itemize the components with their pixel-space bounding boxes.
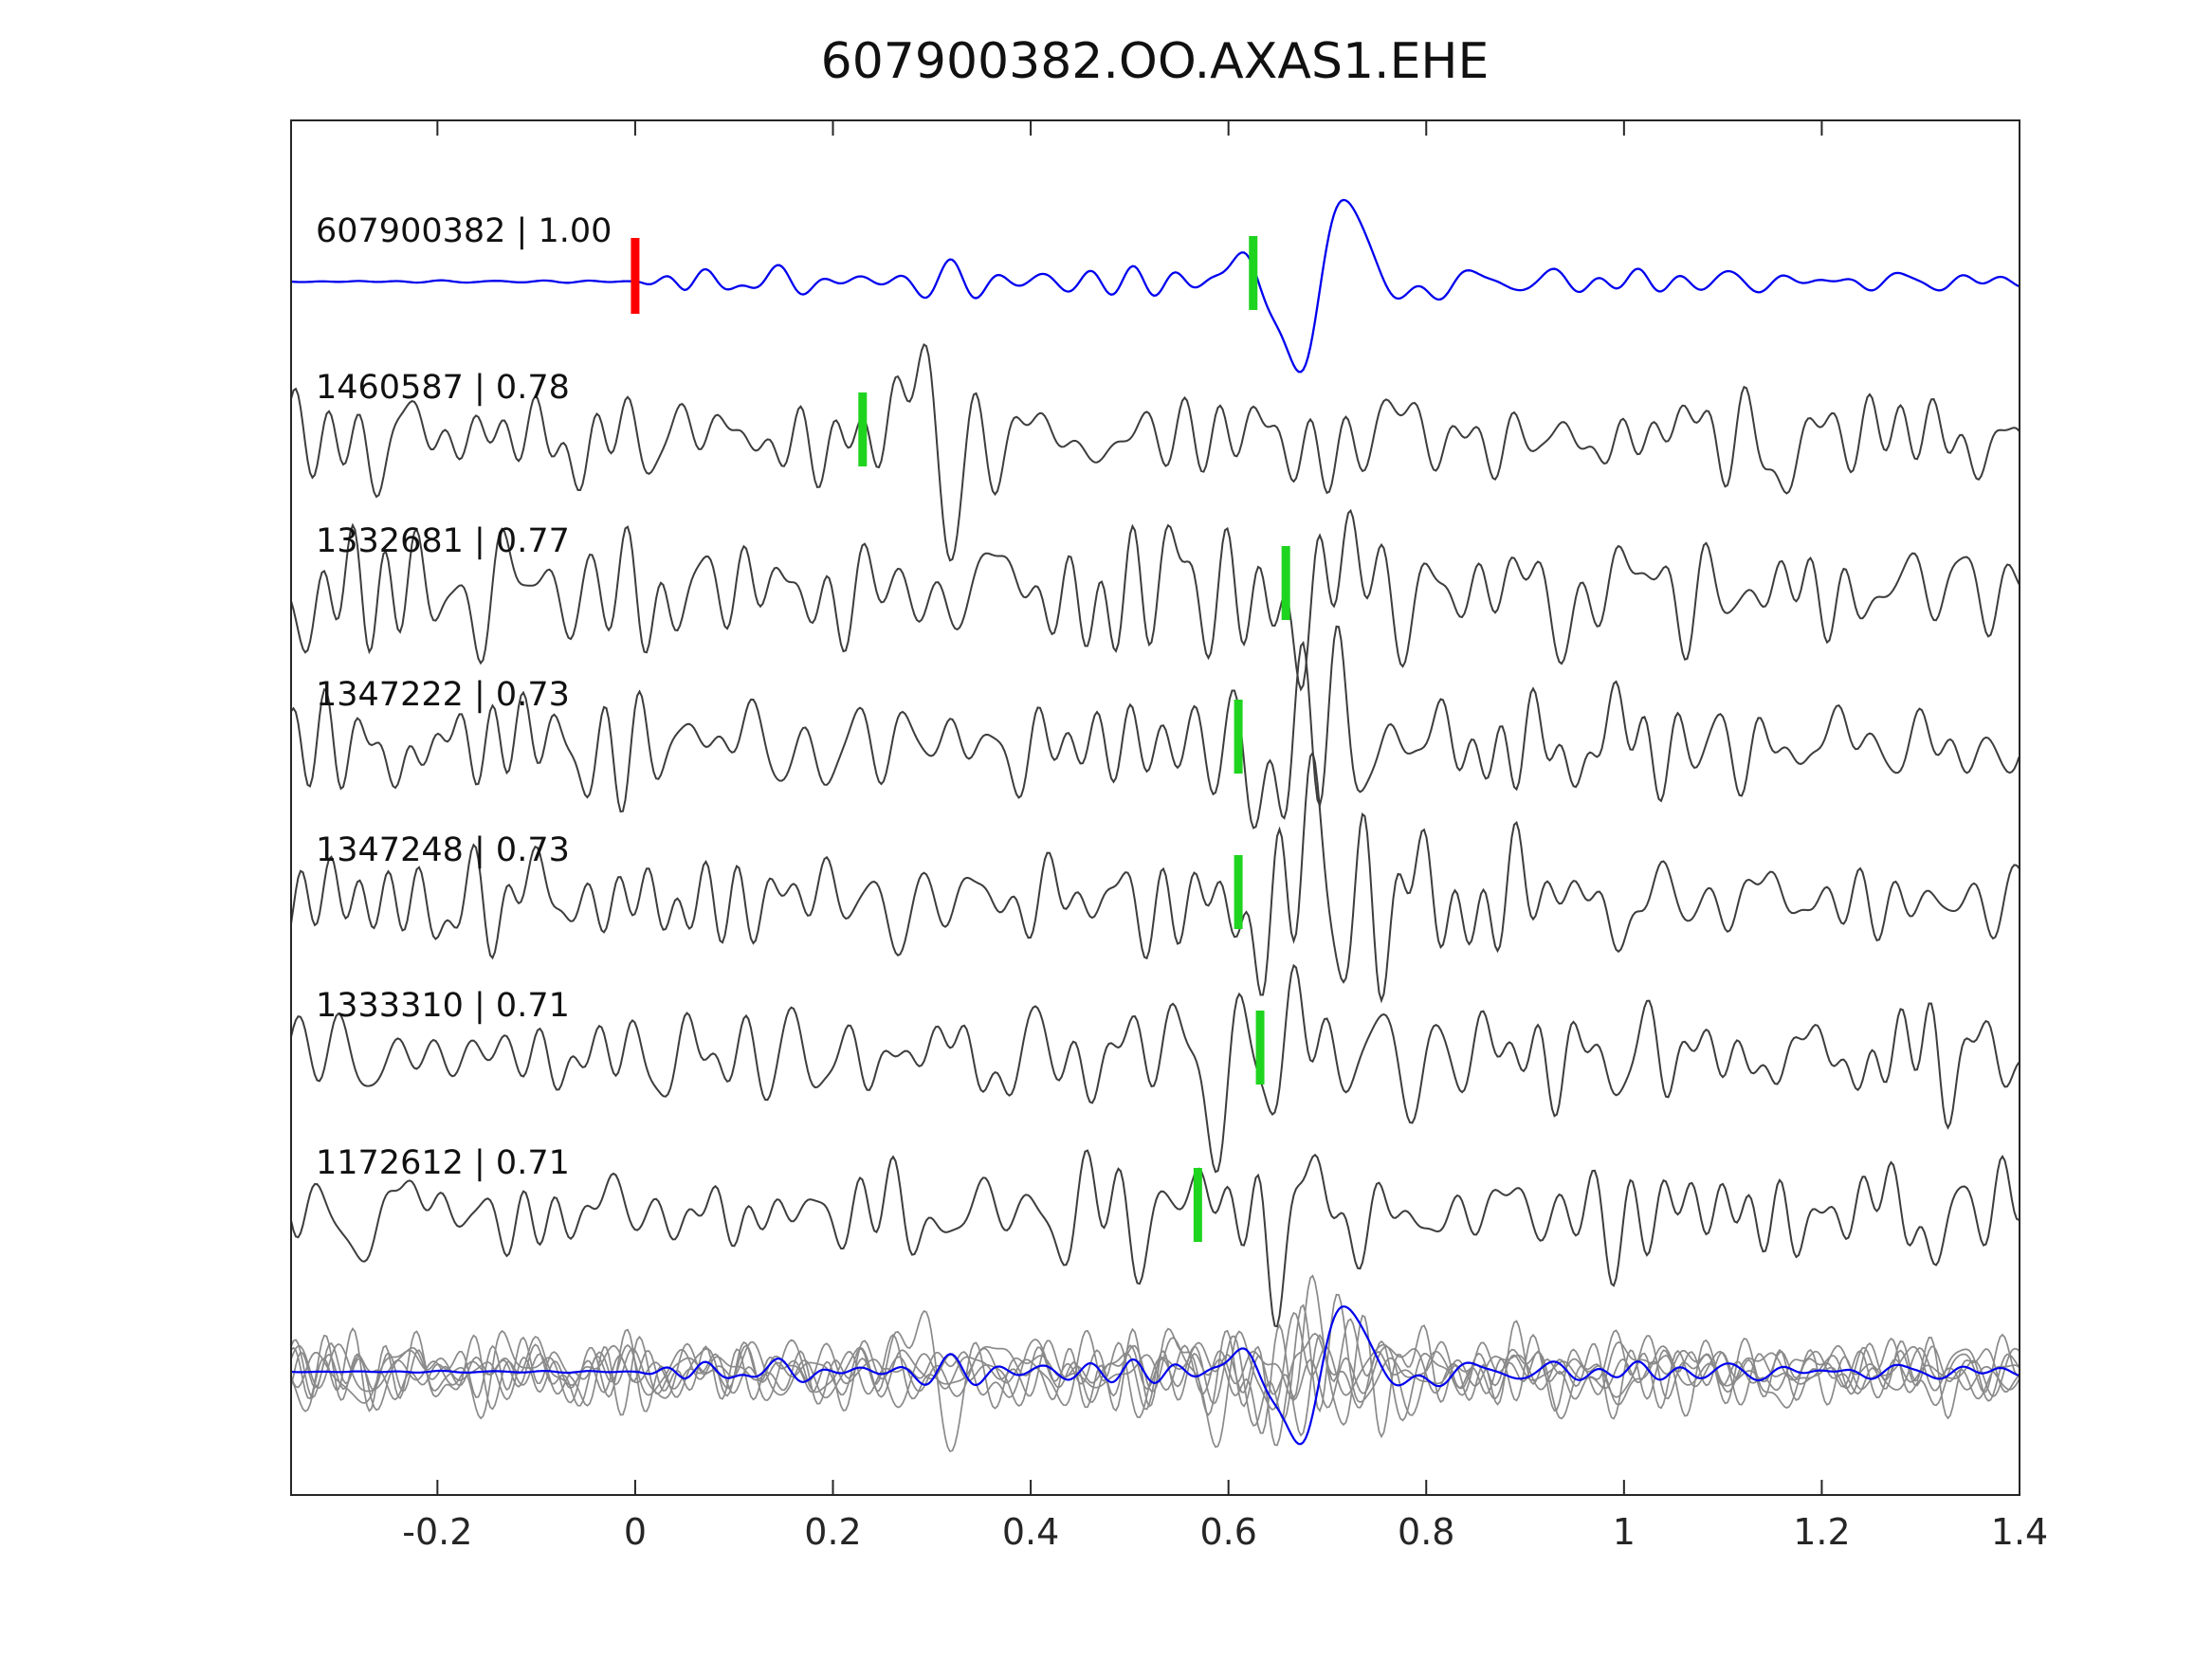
x-tick-label: 0 <box>624 1511 647 1553</box>
trace-label-607900382: 607900382 | 1.00 <box>316 212 612 250</box>
overlay-trace-1172612 <box>291 1329 2020 1447</box>
x-tick-label: 0.2 <box>804 1511 861 1553</box>
axes-frame <box>290 119 2020 1496</box>
x-tick-label: 0.8 <box>1398 1511 1454 1553</box>
x-tick-label: -0.2 <box>402 1511 472 1553</box>
x-tick-label: 0.6 <box>1199 1511 1256 1553</box>
trace-label-1332681: 1332681 | 0.77 <box>316 522 570 560</box>
trace-1460587 <box>291 343 2020 562</box>
x-tick-label: 0.4 <box>1002 1511 1059 1553</box>
trace-1333310 <box>291 963 2020 1174</box>
trace-label-1347248: 1347248 | 0.73 <box>316 831 570 869</box>
trace-1332681 <box>291 508 2020 692</box>
trace-1347222 <box>291 625 2020 830</box>
traces-group <box>291 198 2020 1453</box>
trace-label-1172612: 1172612 | 0.71 <box>316 1144 570 1182</box>
overlay-trace-607900382 <box>291 1304 2020 1446</box>
trace-1172612 <box>291 1149 2020 1328</box>
trace-label-1460587: 1460587 | 0.78 <box>316 369 570 407</box>
trace-1347248 <box>291 750 2020 1004</box>
trace-label-1333310: 1333310 | 0.71 <box>316 987 570 1025</box>
chart-title: 607900382.OO.AXAS1.EHE <box>821 33 1490 90</box>
x-tick-label: 1.2 <box>1793 1511 1850 1553</box>
x-tick-label: 1 <box>1613 1511 1636 1553</box>
trace-607900382 <box>291 198 2020 374</box>
x-tick-label: 1.4 <box>1991 1511 2048 1553</box>
trace-label-1347222: 1347222 | 0.73 <box>316 676 570 714</box>
